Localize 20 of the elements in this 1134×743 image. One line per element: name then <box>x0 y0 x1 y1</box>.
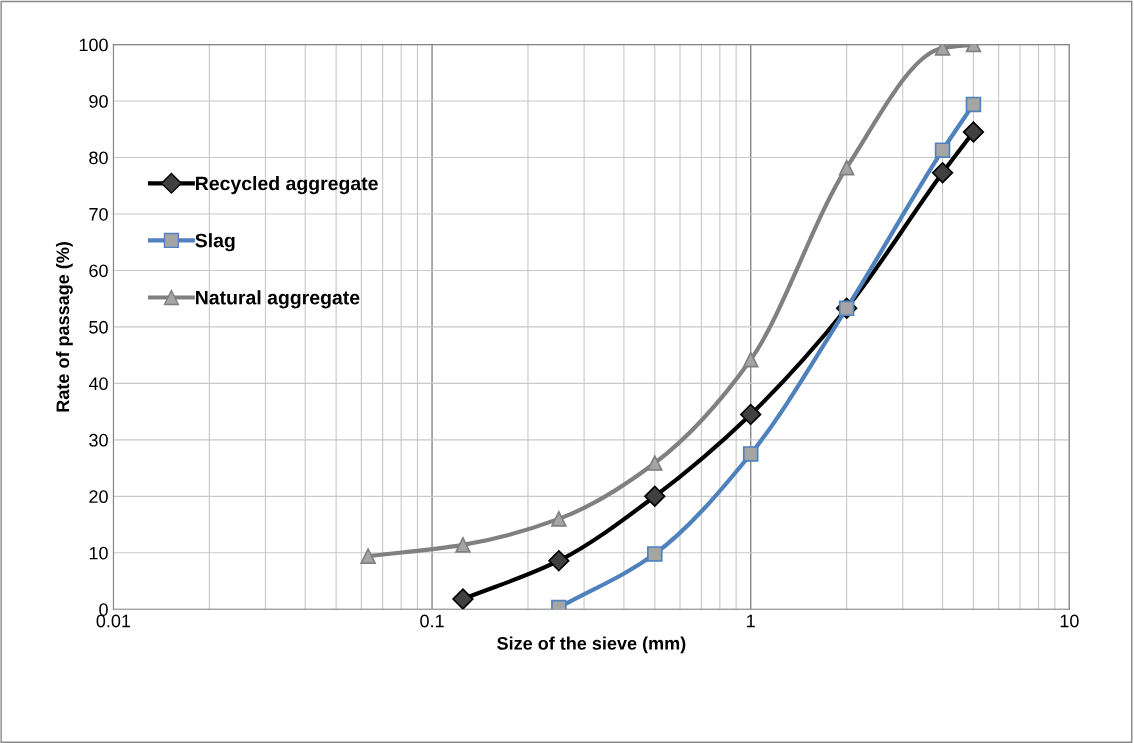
y-tick-label: 80 <box>89 151 108 165</box>
y-tick-label: 10 <box>89 546 108 560</box>
y-tick-label: 70 <box>89 207 108 221</box>
x-tick-label: 0.01 <box>96 614 131 628</box>
x-axis-title: Size of the sieve (mm) <box>497 636 686 654</box>
legend-label: Recycled aggregate <box>196 176 378 195</box>
y-tick-label: 60 <box>89 264 108 278</box>
legend-label: Slag <box>195 233 235 252</box>
y-tick-label: 30 <box>89 433 108 447</box>
x-tick-label: 10 <box>1060 614 1079 628</box>
y-tick-label: 0 <box>99 603 108 616</box>
y-tick-label: 40 <box>88 377 108 391</box>
y-axis-title: Rate of passage (%) <box>55 242 73 412</box>
y-tick-label: 50 <box>89 320 108 334</box>
x-tick-label: 0.1 <box>420 614 444 628</box>
y-tick-label: 20 <box>89 490 108 504</box>
x-tick-label: 1 <box>747 614 755 628</box>
y-tick-label: 90 <box>89 94 108 108</box>
legend-label: Natural aggregate <box>196 290 360 309</box>
y-tick-label: 100 <box>79 38 108 52</box>
